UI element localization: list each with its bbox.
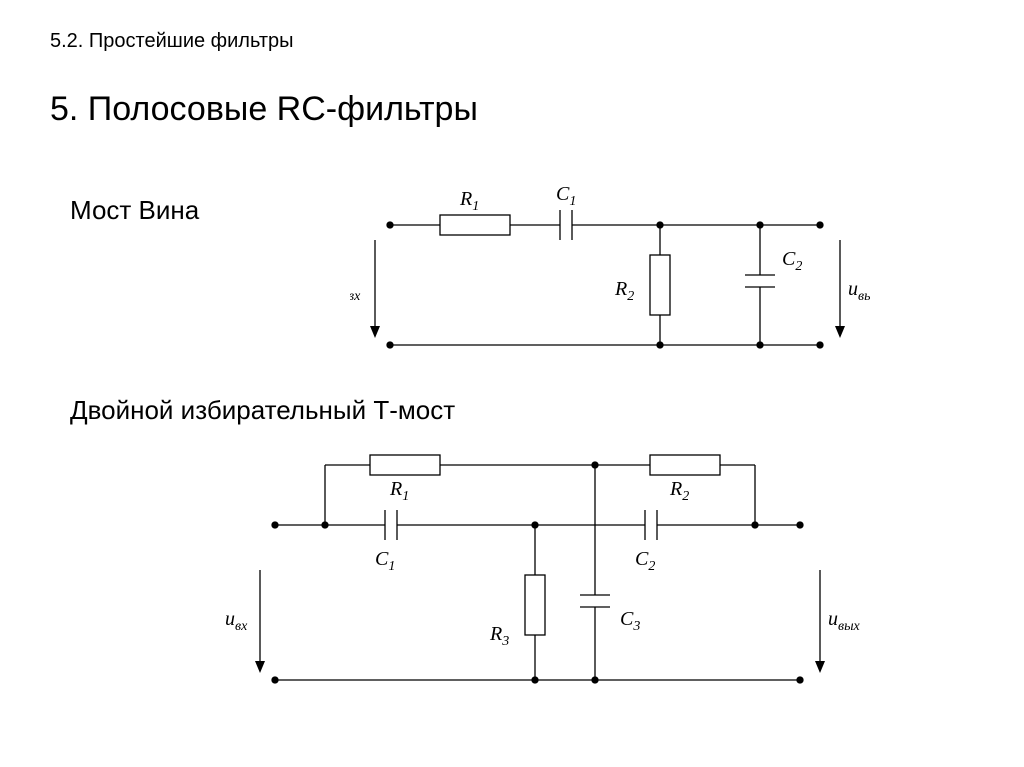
label-t-uout: uвых — [828, 608, 861, 634]
label-t-r2: R2 — [669, 478, 689, 504]
twin-t-bridge-circuit: R1 R2 C1 C2 R3 C3 uвх uвых — [225, 430, 865, 710]
label-t-r1: R1 — [389, 478, 409, 504]
subheading-wien: Мост Вина — [70, 195, 199, 226]
label-uout: uвых — [848, 278, 870, 304]
label-uin: uвх — [350, 278, 361, 304]
label-t-r3: R3 — [489, 623, 509, 649]
label-r1: R1 — [459, 188, 479, 214]
label-t-c2: C2 — [635, 548, 655, 574]
breadcrumb: 5.2. Простейшие фильтры — [50, 30, 293, 53]
label-c2: C2 — [782, 248, 802, 274]
label-t-c3: C3 — [620, 608, 640, 634]
wien-bridge-circuit: R1 C1 R2 C2 uвх uвых — [350, 170, 870, 370]
label-t-c1: C1 — [375, 548, 395, 574]
subheading-tbridge: Двойной избирательный Т-мост — [70, 395, 455, 426]
label-t-uin: uвх — [225, 608, 248, 634]
page-title: 5. Полосовые RC-фильтры — [50, 90, 478, 129]
label-c1: C1 — [556, 183, 576, 209]
label-r2: R2 — [614, 278, 634, 304]
